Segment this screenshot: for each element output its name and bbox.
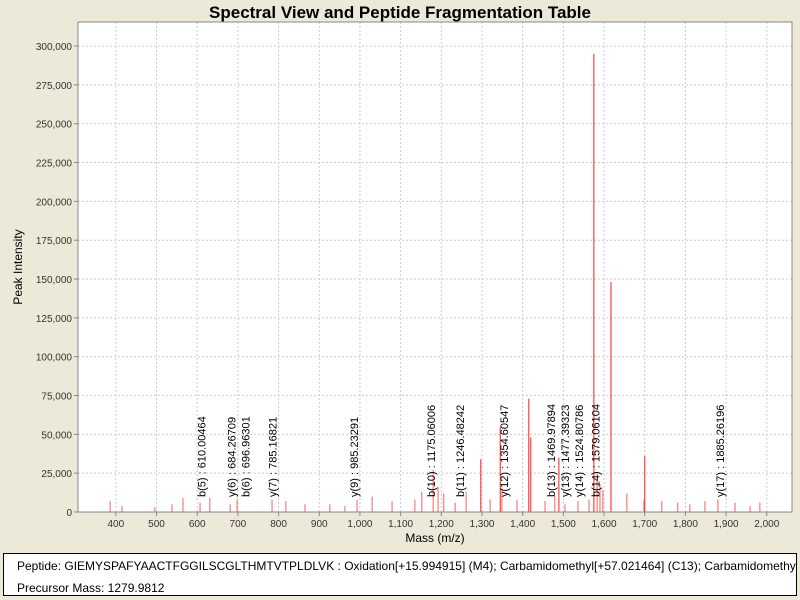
x-tick-label: 1,700 [632, 519, 657, 530]
fragment-ion-label: b(14) : 1579.06104 [591, 404, 603, 497]
x-tick-label: 1,500 [551, 519, 576, 530]
x-tick-label: 1,200 [429, 519, 454, 530]
x-tick-label: 900 [311, 519, 328, 530]
x-tick-label: 600 [189, 519, 206, 530]
y-axis-label: Peak Intensity [11, 229, 25, 304]
precursor-mass-text: Precursor Mass: 1279.9812 [17, 581, 165, 595]
fragment-ion-label: b(6) : 696.96301 [240, 416, 252, 497]
y-tick-label: 75,000 [41, 392, 72, 403]
chart-title: Spectral View and Peptide Fragmentation … [209, 3, 591, 22]
y-tick-label: 25,000 [41, 469, 72, 480]
y-tick-label: 250,000 [36, 120, 73, 131]
fragment-ion-label: y(12) : 1354.60547 [499, 405, 511, 497]
x-tick-label: 1,600 [592, 519, 617, 530]
x-tick-label: 1,800 [673, 519, 698, 530]
fragment-ion-label: y(14) : 1524.80786 [574, 405, 586, 497]
peptide-sequence-text: Peptide: GIEMYSPAFYAACTFGGILSCGLTHMTVTPL… [17, 559, 797, 573]
y-tick-label: 50,000 [41, 430, 72, 441]
x-tick-label: 400 [107, 519, 124, 530]
y-tick-label: 100,000 [36, 353, 73, 364]
x-tick-label: 1,400 [510, 519, 535, 530]
fragment-ion-label: y(17) : 1885.26196 [715, 405, 727, 497]
x-tick-label: 1,300 [469, 519, 494, 530]
fragment-ion-label: y(13) : 1477.39323 [560, 405, 572, 497]
y-tick-label: 150,000 [36, 275, 73, 286]
fragment-ion-label: y(6) : 684.26709 [226, 417, 238, 497]
y-tick-label: 300,000 [36, 42, 73, 53]
peptide-info-panel: Peptide: GIEMYSPAFYAACTFGGILSCGLTHMTVTPL… [3, 553, 797, 596]
x-tick-label: 800 [270, 519, 287, 530]
fragment-ion-label: y(9) : 985.23291 [349, 417, 361, 497]
y-tick-label: 275,000 [36, 81, 73, 92]
y-tick-label: 225,000 [36, 159, 73, 170]
fragment-ion-label: b(13) : 1469.97894 [546, 404, 558, 497]
x-tick-label: 1,100 [388, 519, 413, 530]
y-tick-label: 200,000 [36, 197, 73, 208]
x-tick-label: 1,000 [347, 519, 372, 530]
x-tick-label: 700 [230, 519, 247, 530]
fragment-ion-label: y(7) : 785.16821 [268, 417, 280, 497]
x-tick-label: 2,000 [754, 519, 779, 530]
y-tick-label: 0 [66, 508, 72, 519]
spectrum-chart: 400 500 600 700 800 900 1,000 1,100 1,200 1,300 1,… [11, 21, 793, 545]
y-tick-label: 125,000 [36, 314, 73, 325]
plot-border [77, 21, 793, 513]
fragment-ion-label: b(10) : 1175.06006 [426, 405, 438, 497]
x-axis-label: Mass (m/z) [405, 531, 464, 545]
x-tick-label: 1,900 [714, 519, 739, 530]
fragment-ion-label: b(5) : 610.00464 [196, 416, 208, 497]
y-tick-label: 175,000 [36, 236, 73, 247]
fragment-ion-label: b(11) : 1246.48242 [455, 405, 467, 497]
x-tick-label: 500 [148, 519, 165, 530]
